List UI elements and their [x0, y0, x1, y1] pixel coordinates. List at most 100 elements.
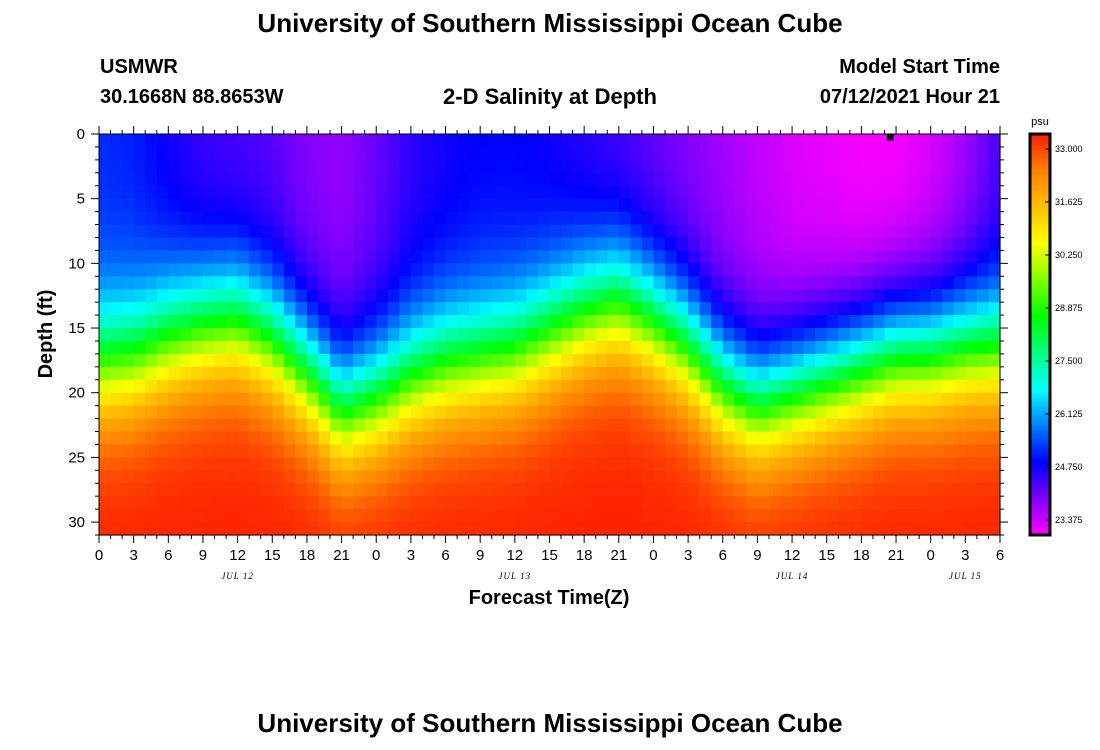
heatmap-cell	[295, 146, 308, 161]
heatmap-cell	[953, 237, 966, 252]
heatmap-cell	[907, 250, 920, 264]
heatmap-cell	[722, 457, 735, 471]
heatmap-cell	[953, 172, 966, 187]
heatmap-cell	[330, 405, 343, 420]
heatmap-cell	[503, 172, 516, 187]
heatmap-cell	[341, 185, 354, 200]
heatmap-cell	[826, 366, 839, 381]
heatmap-cell	[168, 159, 181, 174]
heatmap-cell	[745, 379, 759, 394]
heatmap-cell	[976, 522, 990, 536]
day-label: JUL 13	[499, 571, 532, 581]
x-tick-label: 3	[961, 547, 969, 564]
heatmap-cell	[665, 392, 678, 407]
heatmap-cell	[214, 509, 227, 523]
x-tick-label: 15	[264, 547, 281, 564]
heatmap-cell	[537, 483, 551, 497]
heatmap-cell	[179, 276, 193, 290]
heatmap-cell	[618, 134, 631, 148]
heatmap-cell	[711, 366, 724, 381]
heatmap-cell	[722, 366, 735, 381]
heatmap-cell	[306, 379, 320, 394]
heatmap-cell	[734, 134, 747, 148]
heatmap-cell	[226, 405, 239, 420]
heatmap-cell	[849, 366, 862, 381]
heatmap-cell	[526, 366, 539, 381]
heatmap-cell	[272, 328, 285, 342]
heatmap-cell	[988, 198, 1001, 213]
heatmap-cell	[792, 444, 805, 458]
heatmap-cell	[930, 263, 943, 277]
heatmap-cell	[514, 328, 527, 342]
heatmap-cell	[780, 185, 793, 200]
heatmap-cell	[468, 328, 481, 342]
heatmap-cell	[202, 315, 216, 329]
heatmap-cell	[226, 328, 239, 342]
heatmap-cell	[445, 263, 458, 277]
heatmap-cell	[965, 340, 978, 355]
heatmap-cell	[653, 250, 666, 264]
heatmap-cell	[364, 315, 377, 329]
heatmap-cell	[376, 289, 389, 303]
heatmap-cell	[110, 289, 123, 303]
heatmap-cell	[630, 353, 643, 368]
x-tick-label: 18	[576, 547, 593, 564]
heatmap-cell	[249, 509, 262, 523]
heatmap-cell	[849, 185, 862, 200]
heatmap-cell	[341, 418, 354, 433]
heatmap-cell	[780, 211, 793, 226]
heatmap-cell	[803, 224, 816, 239]
heatmap-cell	[110, 224, 123, 239]
heatmap-cell	[641, 159, 655, 174]
heatmap-cell	[376, 457, 389, 471]
heatmap-cell	[457, 289, 470, 303]
heatmap-cell	[584, 379, 597, 394]
heatmap-cell	[988, 379, 1001, 394]
heatmap-cell	[99, 289, 112, 303]
heatmap-cell	[191, 366, 204, 381]
heatmap-cell	[283, 134, 296, 148]
heatmap-cell	[930, 237, 943, 252]
heatmap-cell	[514, 211, 527, 226]
heatmap-cell	[364, 276, 377, 290]
heatmap-cell	[641, 302, 655, 316]
heatmap-cell	[896, 159, 909, 174]
heatmap-cell	[387, 457, 400, 471]
heatmap-cell	[318, 224, 331, 239]
heatmap-cell	[237, 315, 250, 329]
heatmap-cell	[872, 431, 886, 446]
heatmap-cell	[768, 470, 782, 484]
heatmap-cell	[803, 172, 816, 187]
heatmap-cell	[306, 172, 320, 187]
heatmap-cell	[930, 431, 943, 446]
heatmap-cell	[364, 328, 377, 342]
heatmap-cell	[249, 224, 262, 239]
heatmap-cell	[480, 405, 493, 420]
heatmap-cell	[676, 237, 689, 252]
heatmap-cell	[919, 172, 932, 187]
heatmap-cell	[306, 276, 320, 290]
heatmap-cell	[237, 134, 250, 148]
heatmap-cell	[503, 289, 516, 303]
heatmap-cell	[792, 146, 805, 161]
heatmap-cell	[872, 302, 886, 316]
heatmap-cell	[653, 379, 666, 394]
heatmap-cell	[780, 522, 793, 536]
heatmap-cell	[988, 185, 1001, 200]
heatmap-cell	[295, 276, 308, 290]
heatmap-cell	[410, 289, 424, 303]
heatmap-cell	[838, 302, 851, 316]
heatmap-cell	[318, 263, 331, 277]
y-tick-label: 20	[68, 385, 85, 402]
heatmap-cell	[387, 353, 400, 368]
heatmap-cell	[572, 302, 585, 316]
heatmap-cell	[849, 328, 862, 342]
heatmap-cell	[272, 159, 285, 174]
heatmap-cell	[122, 483, 135, 497]
heatmap-cell	[803, 159, 816, 174]
heatmap-cell	[930, 289, 943, 303]
heatmap-cell	[122, 250, 135, 264]
heatmap-cell	[584, 522, 597, 536]
heatmap-cell	[295, 328, 308, 342]
heatmap-cell	[110, 250, 123, 264]
